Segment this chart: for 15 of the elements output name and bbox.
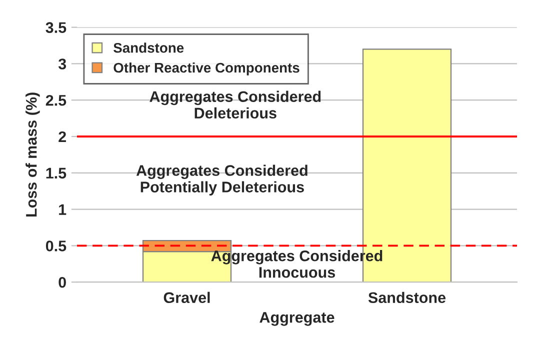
y-tick-label: 3.5 (46, 22, 66, 34)
annotation: Aggregates Considered Deleterious (150, 90, 321, 119)
y-tick-label: 0.5 (46, 240, 66, 252)
x-tick-label: Gravel (164, 292, 210, 304)
y-axis-title: Loss of mass (%) (26, 92, 40, 216)
y-tick-label: 3 (58, 58, 66, 70)
y-tick-label: 1 (59, 204, 66, 215)
x-axis-title: Aggregate (260, 312, 334, 326)
legend-label: Sandstone (114, 42, 184, 53)
y-tick-label: 2 (58, 131, 66, 142)
y-tick-label: 2.5 (46, 94, 66, 106)
y-tick-label: 1.5 (46, 168, 66, 179)
legend-label: Other Reactive Components (114, 62, 300, 76)
y-tick-label: 0 (58, 276, 66, 288)
annotation: Aggregates Considered Potentially Deleterious (136, 164, 308, 196)
